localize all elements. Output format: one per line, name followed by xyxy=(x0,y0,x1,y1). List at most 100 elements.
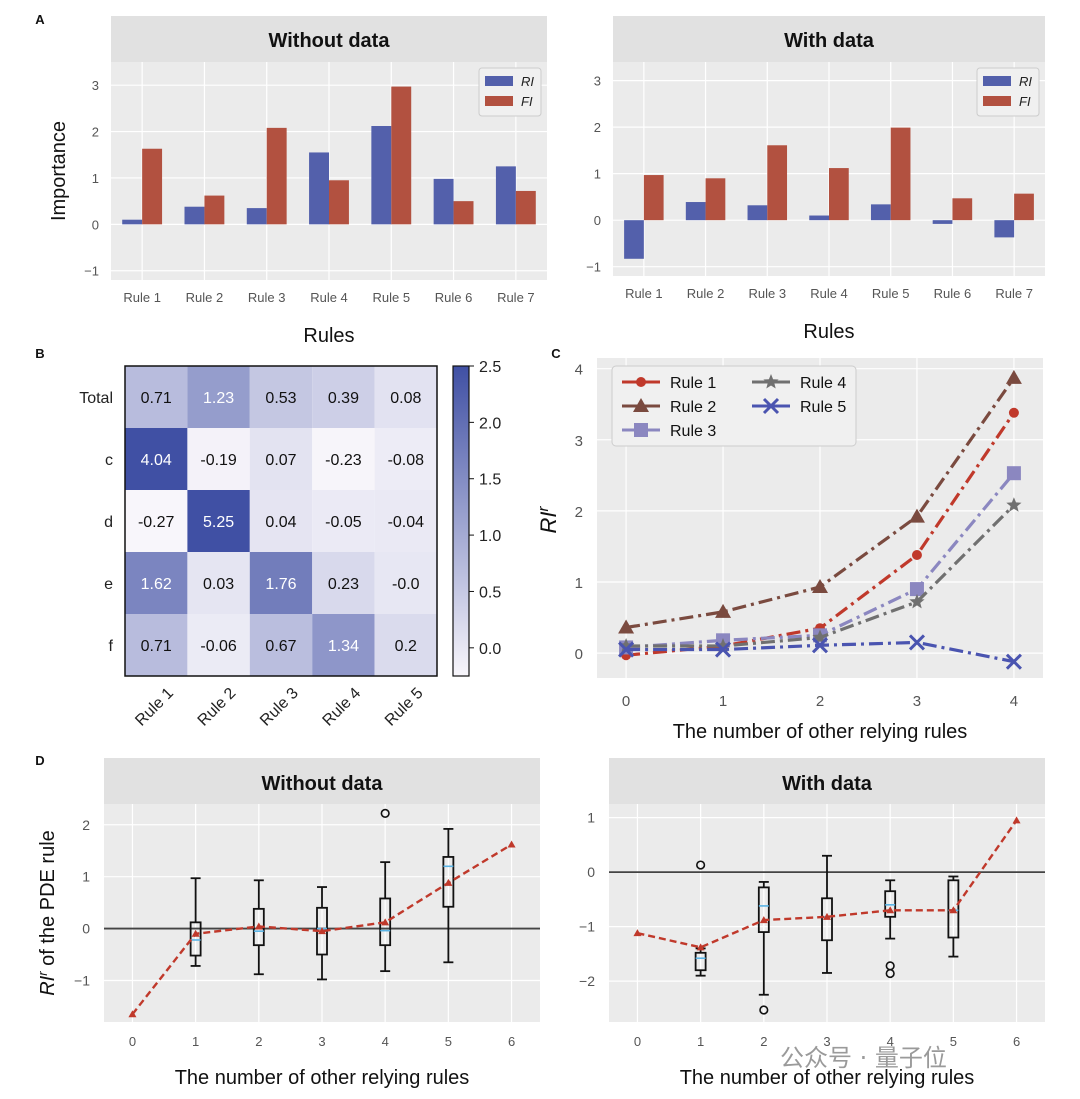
bar-ri xyxy=(309,152,329,225)
x-tick-label: 6 xyxy=(1013,1034,1020,1049)
box xyxy=(694,951,707,972)
y-tick-label: 0 xyxy=(575,646,583,663)
colorbar-tick-label: 1.5 xyxy=(479,472,501,489)
bar-ri xyxy=(246,208,267,225)
bar-ri xyxy=(122,219,143,225)
heatmap-value: 1.62 xyxy=(141,576,172,593)
marker-star xyxy=(715,638,731,653)
y-tick-label: 0 xyxy=(587,864,595,880)
heatmap-cell xyxy=(125,552,188,614)
trend-marker xyxy=(759,916,768,924)
heatmap-value: -0.04 xyxy=(388,514,425,531)
trend-marker xyxy=(318,927,326,935)
legend-swatch xyxy=(983,96,1011,106)
heatmap-cell xyxy=(187,490,250,552)
heatmap-cell xyxy=(125,366,188,428)
marker-triangle xyxy=(1005,369,1022,384)
legend-label: FI xyxy=(521,94,533,109)
colorbar-tick-label: 0.0 xyxy=(479,641,501,658)
marker-x xyxy=(618,641,635,658)
bar-fi xyxy=(1014,193,1034,221)
heatmap-col-label: Rule 1 xyxy=(132,685,177,730)
marker-star xyxy=(763,374,779,389)
x-tick-label: 2 xyxy=(760,1034,767,1049)
legend-label: RI xyxy=(521,74,534,89)
trend-marker xyxy=(381,918,390,926)
box xyxy=(189,921,202,957)
box-plot xyxy=(884,879,897,979)
marker-x xyxy=(714,641,732,658)
y-tick-label: 2 xyxy=(575,504,583,521)
heatmap-col-label: Rule 5 xyxy=(382,685,427,730)
x-tick-label: 2 xyxy=(816,693,824,710)
bar-ri xyxy=(994,220,1015,238)
bar-ri xyxy=(932,220,953,224)
x-tick-label: 1 xyxy=(192,1034,199,1049)
heatmap-value: 0.67 xyxy=(265,638,296,655)
heatmap-row-label: f xyxy=(109,638,114,655)
y-tick-label: 1 xyxy=(575,575,583,592)
x-axis-label: The number of other relying rules xyxy=(680,1067,975,1089)
bar-ri xyxy=(371,126,392,225)
trend-marker xyxy=(128,1010,137,1018)
heatmap-value: 1.23 xyxy=(203,390,234,407)
y-axis-label: RIr xyxy=(535,506,561,534)
box-plot xyxy=(379,808,392,973)
legend-label: Rule 1 xyxy=(670,375,716,392)
heatmap-cell xyxy=(249,366,313,428)
bar-fi xyxy=(705,178,726,221)
trend-marker xyxy=(823,912,831,920)
bar-fi xyxy=(767,145,788,221)
heatmap-cell xyxy=(125,428,188,490)
heatmap-row-label: Total xyxy=(79,390,113,407)
x-tick-label: Rule 3 xyxy=(748,286,786,301)
facet-title: With data xyxy=(784,30,875,52)
x-tick-label: 3 xyxy=(823,1034,830,1049)
y-tick-label: 3 xyxy=(92,78,99,93)
y-tick-label: 1 xyxy=(594,167,601,182)
colorbar-tick-label: 2.0 xyxy=(479,415,501,432)
y-tick-label: 1 xyxy=(587,810,595,826)
box xyxy=(821,897,833,942)
legend: Rule 1 Rule 2 Rule 3 Rule 4 Rule 5 xyxy=(611,365,857,447)
y-tick-label: −1 xyxy=(84,264,99,279)
facet-title-strip xyxy=(613,16,1045,62)
y-tick-label: −1 xyxy=(74,972,90,988)
x-tick-label: 2 xyxy=(255,1034,262,1049)
marker-x xyxy=(762,397,780,415)
heatmap-value: 0.39 xyxy=(328,390,359,407)
y-tick-label: 0 xyxy=(594,213,601,228)
heatmap-value: 0.07 xyxy=(265,452,296,469)
legend-swatch xyxy=(485,76,513,86)
x-tick-label: Rule 6 xyxy=(435,290,473,305)
bar-fi xyxy=(391,86,412,225)
marker-circle xyxy=(1008,407,1019,418)
trend-marker xyxy=(696,943,705,951)
x-tick-label: 5 xyxy=(445,1034,452,1049)
heatmap-value: 1.76 xyxy=(265,576,296,593)
bar-fi xyxy=(515,190,536,225)
marker-square xyxy=(909,582,924,597)
bar-ri xyxy=(495,166,516,225)
panel-label-b: B xyxy=(35,346,44,361)
watermark: 公众号 · 量子位 xyxy=(780,1044,947,1072)
heatmap-cell xyxy=(125,490,188,552)
x-tick-label: 4 xyxy=(1010,693,1018,710)
x-tick-label: 1 xyxy=(719,693,727,710)
x-axis-label: The number of other relying rules xyxy=(175,1067,470,1089)
heatmap-value: -0.27 xyxy=(138,514,175,531)
trend-marker xyxy=(949,906,958,914)
heatmap-row-label: d xyxy=(104,514,113,531)
box xyxy=(757,886,770,933)
bar-fi xyxy=(952,198,973,221)
x-tick-label: 5 xyxy=(950,1034,957,1049)
marker-circle xyxy=(911,549,922,560)
heatmap-cell xyxy=(312,614,375,676)
heatmap-value: 1.34 xyxy=(328,638,359,655)
heatmap-cell xyxy=(374,428,437,490)
panel-D-left: Without data −1 0 1 2 0 1 2 3 4 5 6 The number of ot… xyxy=(35,758,540,1089)
y-tick-label: 3 xyxy=(575,433,583,450)
bar-fi xyxy=(829,168,849,221)
marker-triangle xyxy=(715,603,732,618)
heatmap-cell xyxy=(312,552,375,614)
